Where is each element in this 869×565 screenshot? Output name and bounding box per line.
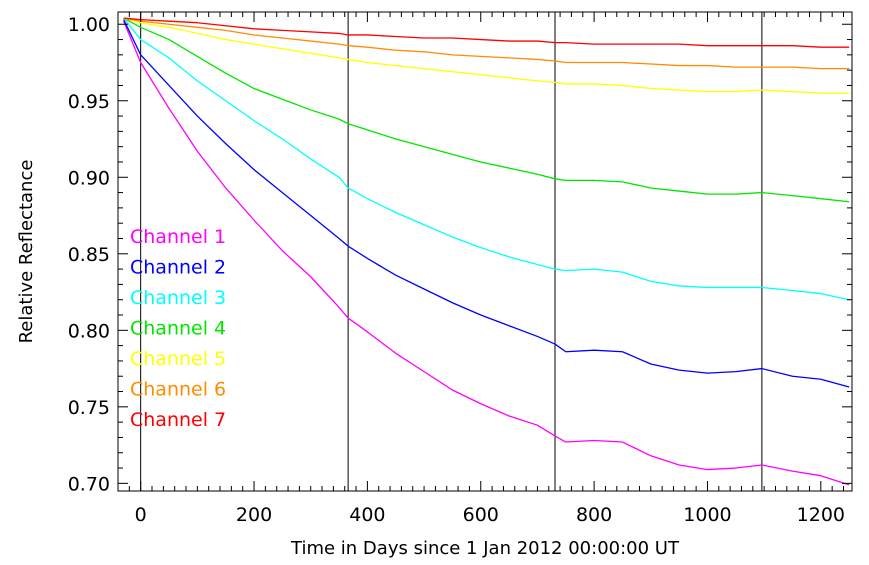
legend-item-channel-3: Channel 3 xyxy=(130,287,226,309)
plot-frame xyxy=(117,11,853,492)
x-axis-ticks: 0 200 400 600 800 1000 1200 xyxy=(117,12,845,526)
x-tick-label: 0 xyxy=(135,504,147,526)
y-tick-label: 1.00 xyxy=(68,14,110,36)
series-line-channel-5 xyxy=(123,17,850,94)
y-axis-ticks: 0.70 0.75 0.80 0.85 0.90 0.95 1.00 xyxy=(68,14,852,495)
series-lines xyxy=(123,17,850,486)
legend-item-channel-4: Channel 4 xyxy=(130,318,226,340)
legend-item-channel-5: Channel 5 xyxy=(130,348,226,370)
y-tick-label: 0.75 xyxy=(68,397,110,419)
legend-item-channel-1: Channel 1 xyxy=(130,226,226,248)
x-axis-title: Time in Days since 1 Jan 2012 00:00:00 U… xyxy=(290,538,680,559)
series-line-channel-2 xyxy=(123,19,850,388)
series-line-channel-4 xyxy=(123,17,850,203)
legend-item-channel-7: Channel 7 xyxy=(130,409,226,431)
year-boundary-lines xyxy=(140,12,763,491)
x-tick-label: 400 xyxy=(349,504,385,526)
legend-item-channel-2: Channel 2 xyxy=(130,257,226,279)
y-tick-label: 0.95 xyxy=(68,91,110,113)
series-line-channel-6 xyxy=(123,17,850,70)
y-axis-title: Relative Reflectance xyxy=(16,160,37,344)
x-tick-label: 600 xyxy=(463,504,499,526)
y-tick-label: 0.85 xyxy=(68,244,110,266)
series-line-channel-1 xyxy=(123,20,850,486)
legend-item-channel-6: Channel 6 xyxy=(130,379,226,401)
x-tick-label: 800 xyxy=(576,504,612,526)
legend: Channel 1 Channel 2 Channel 3 Channel 4 Chan… xyxy=(130,226,226,431)
x-tick-label: 1200 xyxy=(797,504,845,526)
y-tick-label: 0.90 xyxy=(68,167,110,189)
series-line-channel-3 xyxy=(123,17,850,301)
x-tick-label: 200 xyxy=(236,504,272,526)
y-tick-label: 0.70 xyxy=(68,473,110,495)
y-tick-label: 0.80 xyxy=(68,320,110,342)
x-tick-label: 1000 xyxy=(683,504,731,526)
series-line-channel-7 xyxy=(123,17,850,48)
